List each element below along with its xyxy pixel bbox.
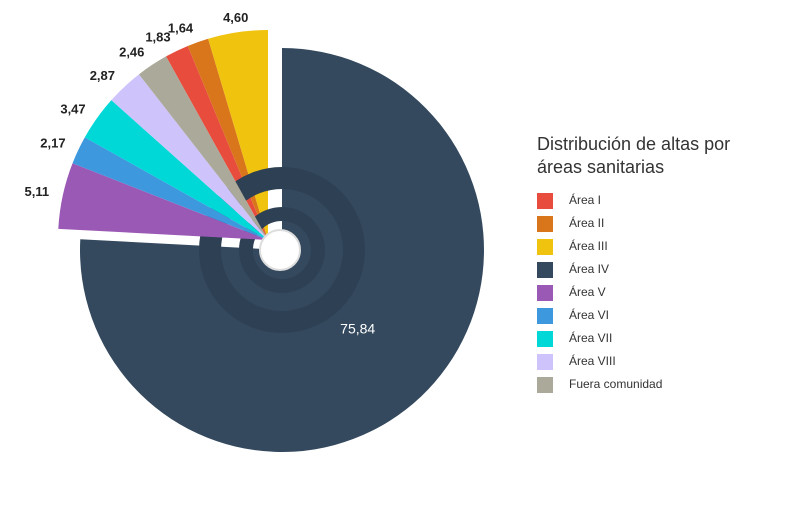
legend-label: Fuera comunidad bbox=[569, 377, 662, 391]
pie-slice bbox=[111, 74, 269, 240]
legend-swatch bbox=[537, 354, 553, 370]
legend-label: Área III bbox=[569, 238, 608, 253]
legend-label: Área VII bbox=[569, 330, 612, 345]
legend-swatch bbox=[537, 216, 553, 232]
data-label: 1,64 bbox=[168, 20, 194, 35]
legend-swatch bbox=[537, 285, 553, 301]
legend-swatch bbox=[537, 308, 553, 324]
legend-label: Área IV bbox=[569, 261, 609, 276]
pie-slice bbox=[72, 137, 269, 240]
legend-swatch bbox=[537, 193, 553, 209]
legend-title: Distribución de altas por áreas sanitari… bbox=[537, 134, 731, 177]
legend-label: Área VIII bbox=[569, 353, 616, 368]
data-label: 2,17 bbox=[40, 136, 65, 151]
data-label: 3,47 bbox=[60, 101, 85, 116]
decor-ring bbox=[199, 167, 365, 333]
pie-slice bbox=[138, 56, 268, 241]
pie-slice bbox=[58, 163, 268, 240]
data-label: 75,84 bbox=[340, 321, 375, 337]
legend-label: Área VI bbox=[569, 307, 609, 322]
legend-swatch bbox=[537, 262, 553, 278]
data-label: 1,83 bbox=[145, 30, 170, 45]
data-label: 4,60 bbox=[223, 10, 248, 25]
legend-label: Área I bbox=[569, 192, 601, 207]
legend-label: Área V bbox=[569, 284, 606, 299]
decor-ring bbox=[239, 207, 325, 293]
pie-slice bbox=[84, 100, 268, 240]
data-label: 5,11 bbox=[25, 184, 50, 199]
data-label: 2,87 bbox=[90, 68, 115, 83]
legend-swatch bbox=[537, 331, 553, 347]
legend-swatch bbox=[537, 377, 553, 393]
data-label: 2,46 bbox=[119, 45, 144, 60]
legend-label: Área II bbox=[569, 215, 604, 230]
center-hole bbox=[259, 229, 301, 271]
legend-swatch bbox=[537, 239, 553, 255]
